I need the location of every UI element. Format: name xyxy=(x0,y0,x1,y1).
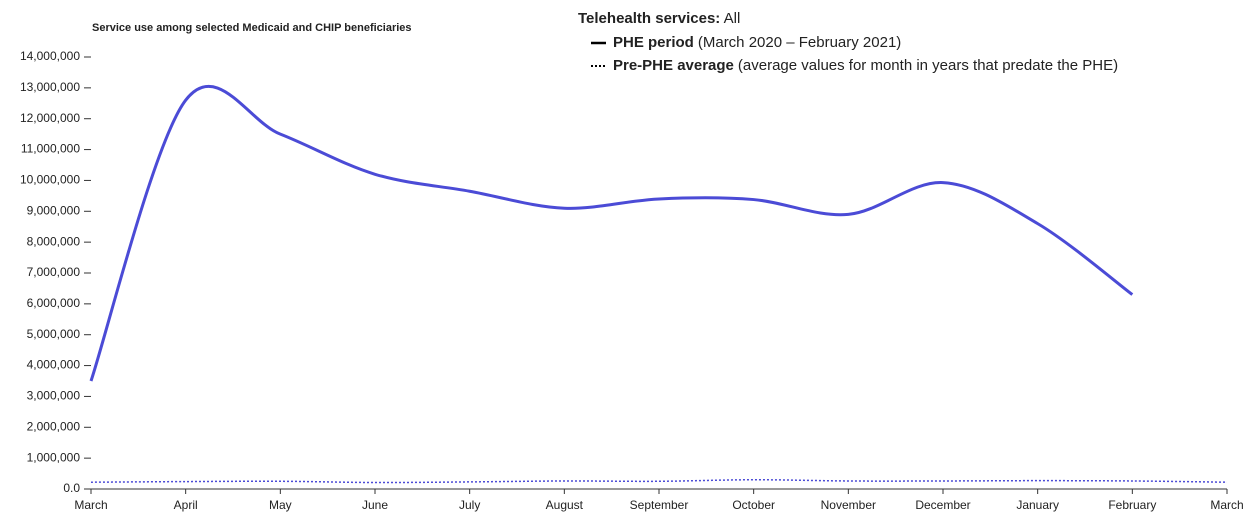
legend-entry: PHE period (March 2020 – February 2021) xyxy=(613,34,901,51)
y-tick-label: 3,000,000 xyxy=(27,389,81,403)
series-line xyxy=(89,84,1134,382)
legend-description: (March 2020 – February 2021) xyxy=(698,34,901,51)
legend-description: (average values for month in years that … xyxy=(738,57,1118,74)
legend-filter: All xyxy=(724,10,741,27)
x-tick-label: March xyxy=(74,498,107,512)
x-tick-label: July xyxy=(459,498,480,512)
x-tick-label: September xyxy=(630,498,689,512)
x-tick-label: January xyxy=(1016,498,1059,512)
chart-title: Service use among selected Medicaid and … xyxy=(92,22,412,34)
y-tick-label: 1,000,000 xyxy=(27,450,81,464)
y-tick-label: 0.0 xyxy=(63,481,80,495)
x-tick-label: October xyxy=(732,498,775,512)
x-tick-label: June xyxy=(362,498,388,512)
y-tick-label: 5,000,000 xyxy=(27,327,81,341)
x-tick-label: May xyxy=(269,498,292,512)
y-tick-label: 9,000,000 xyxy=(27,203,81,217)
y-tick-label: 13,000,000 xyxy=(20,80,80,94)
y-tick-label: 2,000,000 xyxy=(27,419,81,433)
legend-name: PHE period xyxy=(613,34,694,51)
y-tick-label: 12,000,000 xyxy=(20,111,80,125)
x-tick-label: March xyxy=(1210,498,1243,512)
x-tick-label: August xyxy=(546,498,584,512)
y-tick-label: 10,000,000 xyxy=(20,173,80,187)
y-tick-label: 14,000,000 xyxy=(20,49,80,63)
y-tick-label: 6,000,000 xyxy=(27,296,81,310)
y-tick-label: 4,000,000 xyxy=(27,358,81,372)
legend-entry: Pre-PHE average (average values for month… xyxy=(613,57,1118,74)
legend-name: Pre-PHE average xyxy=(613,57,734,74)
legend-title: Telehealth services: All xyxy=(578,10,740,27)
series-line xyxy=(90,478,1228,484)
x-tick-label: April xyxy=(174,498,198,512)
y-tick-label: 11,000,000 xyxy=(21,142,80,156)
x-tick-label: February xyxy=(1108,498,1156,512)
legend-title-text: Telehealth services: xyxy=(578,10,720,27)
x-tick-label: December xyxy=(915,498,970,512)
y-tick-label: 8,000,000 xyxy=(27,234,81,248)
x-tick-label: November xyxy=(821,498,876,512)
y-tick-label: 7,000,000 xyxy=(27,265,81,279)
